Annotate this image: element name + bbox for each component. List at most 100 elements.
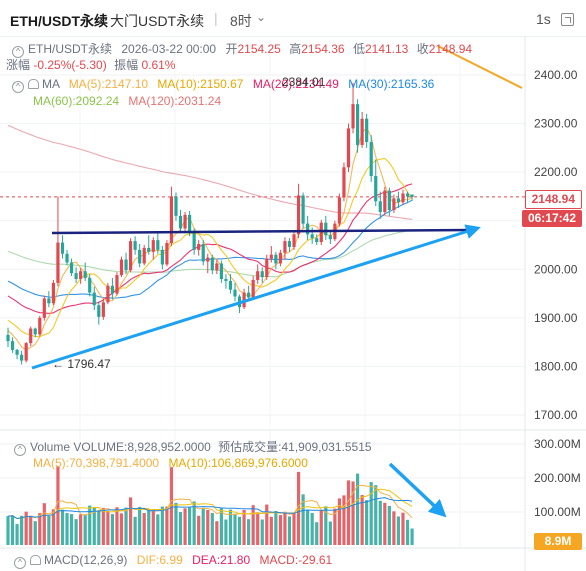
volume-bar <box>337 498 342 545</box>
candle-body <box>83 271 87 279</box>
volume-bar <box>10 515 15 545</box>
collapse-icon[interactable]: ^ <box>14 444 26 456</box>
alert-icon[interactable] <box>28 79 39 89</box>
candle-body <box>133 241 137 250</box>
candle-body <box>392 198 396 211</box>
chart-grid <box>0 36 586 571</box>
candle-body <box>210 257 214 271</box>
candle-body <box>292 234 296 247</box>
volume-bar <box>228 509 233 545</box>
volume-bar <box>65 513 69 545</box>
volume-main: Volume VOLUME:8,928,952.0000 <box>30 440 211 454</box>
price-tick-label: 2400.00 <box>534 68 578 82</box>
volume-bar <box>201 508 205 545</box>
volume-bar <box>79 514 83 545</box>
candle-body <box>65 253 69 263</box>
candle-body <box>228 280 233 290</box>
symbol-alt-label[interactable]: 大门USDT永续 <box>110 13 205 29</box>
volume-bar <box>128 497 133 545</box>
candle-body <box>369 142 373 177</box>
open-label: 开 <box>225 42 238 56</box>
candle-body <box>324 222 328 236</box>
interval-selector[interactable]: 8时 <box>230 13 252 29</box>
candle-body <box>147 247 151 252</box>
volume-bar <box>369 482 373 545</box>
volume-ma-legend: MA(5):70,398,791.4000 MA(10):106,869,976… <box>33 456 308 470</box>
volume-bar <box>106 511 110 545</box>
candle-body <box>124 259 128 271</box>
chevron-down-icon[interactable]: ⌄ <box>256 10 267 24</box>
candle-body <box>74 273 78 279</box>
macd-legend: ^ MACD(12,26,9) DIF:6.99 DEA:21.80 MACD:-… <box>14 553 332 569</box>
volume-bar <box>119 513 124 545</box>
high-value: 2154.36 <box>301 42 345 56</box>
low-value: 2141.13 <box>364 42 409 56</box>
candle-body <box>128 241 133 271</box>
symbol-selector[interactable]: ETH/USDT永续 <box>10 13 108 29</box>
volume-bar <box>278 515 282 545</box>
collapse-icon[interactable]: ^ <box>12 81 24 93</box>
volume-bar <box>355 473 360 545</box>
volume-bar <box>392 511 396 545</box>
candle-body <box>296 195 301 235</box>
ma5-line <box>7 126 413 351</box>
macd-dea: DEA:21.80 <box>192 553 251 567</box>
price-tick-label: 2200.00 <box>534 165 578 179</box>
candle-body <box>401 193 405 203</box>
candle-body <box>115 275 119 294</box>
alert-icon[interactable] <box>30 555 41 565</box>
candle-body <box>183 214 187 229</box>
volume-bar <box>115 507 119 545</box>
volume-bar <box>210 513 214 545</box>
refresh-interval[interactable]: 1s <box>536 11 551 27</box>
ohlc-legend: ^ ETH/USDT永续 2026-03-22 00:00 开2154.25 高2… <box>12 40 472 58</box>
candle-body <box>15 349 19 355</box>
volume-bar <box>169 467 174 545</box>
ohlc-datetime: 2026-03-22 00:00 <box>121 42 217 56</box>
volume-bar <box>60 509 65 545</box>
change-value: -0.25%(-5.30) <box>33 58 107 72</box>
candle-body <box>287 241 292 247</box>
volume-bar <box>92 507 96 545</box>
macd-dif: DIF:6.99 <box>136 553 183 567</box>
volume-ma-lines <box>7 484 413 520</box>
candle-body <box>33 328 37 335</box>
volume-bar <box>365 500 369 545</box>
volume-bar <box>224 519 228 545</box>
resistance-line <box>51 228 473 235</box>
change-legend: 涨幅 -0.25%(-5.30) 振幅 0.61% <box>6 56 175 73</box>
close-label: 收 <box>416 42 429 56</box>
candle-body <box>51 282 55 304</box>
candle-body <box>256 271 260 280</box>
candle-body <box>233 289 237 297</box>
trendline-overlay <box>31 45 523 518</box>
volume-bar <box>401 512 405 545</box>
volume-bar <box>97 510 101 545</box>
volume-bar <box>24 511 28 545</box>
candle-body <box>10 341 15 350</box>
candle-body <box>269 254 273 259</box>
volume-bar <box>206 509 210 545</box>
ma120-line <box>7 124 413 220</box>
volume-bar <box>378 500 382 545</box>
high-annotation: 2384.01 <box>282 75 326 89</box>
volume-bar <box>156 514 160 545</box>
price-tick-label: 1800.00 <box>534 359 578 373</box>
volume-bar <box>83 514 87 545</box>
candle-body <box>142 247 146 264</box>
collapse-icon[interactable]: ^ <box>12 46 24 58</box>
candle-body <box>165 243 169 265</box>
top-toolbar: ETH/USDT永续 大门USDT永续 | 8时 ⌄ 1s <box>0 0 586 37</box>
fullscreen-icon[interactable] <box>561 13 574 26</box>
candle-body <box>319 222 323 243</box>
volume-bar <box>56 466 60 545</box>
ma120-value: MA(120):2031.24 <box>128 94 222 108</box>
volume-bar <box>110 514 115 545</box>
candle-body <box>56 242 60 283</box>
volume-bar <box>47 515 51 545</box>
candle-body <box>278 252 282 264</box>
volume-bar <box>351 481 355 545</box>
collapse-icon[interactable]: ^ <box>14 557 26 569</box>
candle-body <box>346 128 351 168</box>
